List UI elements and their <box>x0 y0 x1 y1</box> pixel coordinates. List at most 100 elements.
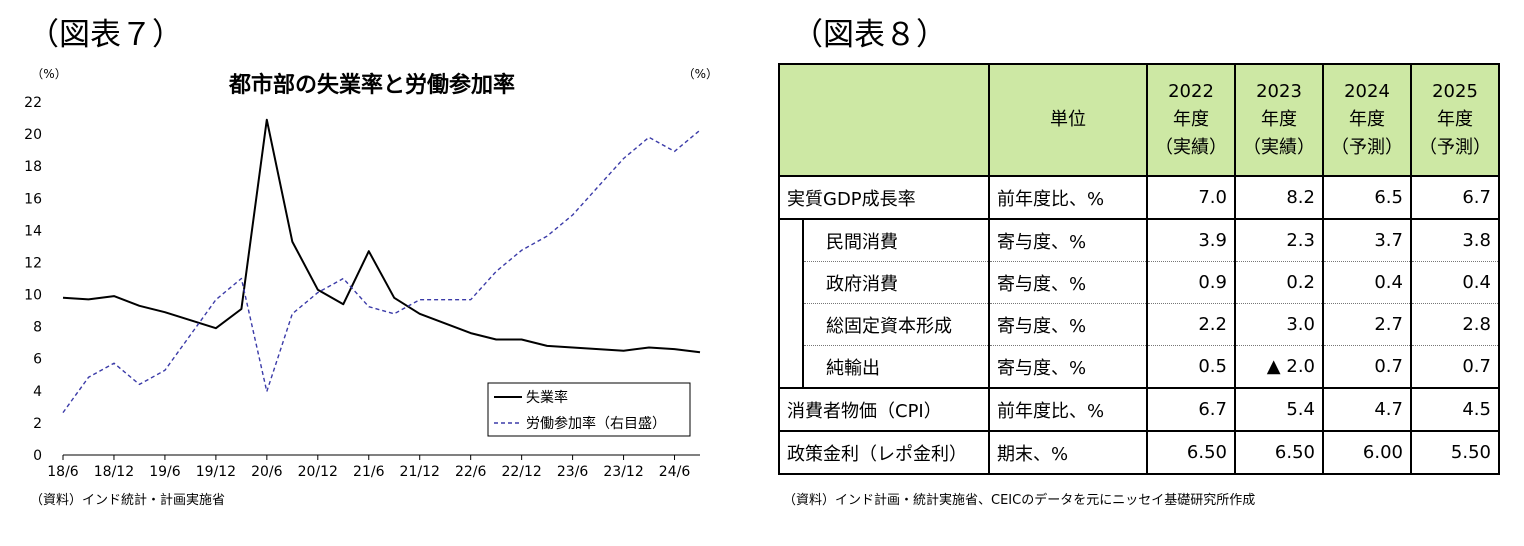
row-item: 実質GDP成長率 <box>778 175 990 220</box>
left-axis-unit: （%） <box>31 67 66 81</box>
row-value: 2.7 <box>1322 303 1412 346</box>
x-axis-tick-label: 21/12 <box>400 464 440 480</box>
row-value: 2.2 <box>1146 303 1236 346</box>
right-axis-unit: （%） <box>683 67 718 81</box>
row-value: 2.8 <box>1410 303 1500 346</box>
chart-title: 都市部の失業率と労働参加率 <box>228 72 515 98</box>
row-value: 2.3 <box>1234 218 1324 262</box>
unemployment-participation-chart: 都市部の失業率と労働参加率 （%） （%） 0 2 4 6 8 10 12 14 16 18 20 2… <box>24 67 718 480</box>
x-axis-tick-label: 18/12 <box>94 464 134 480</box>
legend-box <box>487 382 691 437</box>
legend-label-unemployment: 失業率 <box>526 389 568 406</box>
row-value: 3.8 <box>1410 218 1500 262</box>
row-item: 政策金利（レポ金利） <box>778 430 990 475</box>
figure8-label: （図表８） <box>792 17 947 53</box>
row-item: 民間消費 <box>803 218 990 262</box>
left-axis-tick-label: 4 <box>33 384 42 400</box>
header-year-note: （予測） <box>1419 136 1491 158</box>
header-year-suffix: 年度 <box>1349 109 1385 131</box>
header-year-note: （実績） <box>1243 136 1315 158</box>
left-axis-tick-label: 10 <box>24 288 42 304</box>
table-row: 実質GDP成長率 前年度比、% 7.0 8.2 6.5 6.7 <box>778 175 1500 220</box>
header-year-2023: 2023 年度 （実績） <box>1234 63 1324 177</box>
header-year: 2024 <box>1344 81 1390 103</box>
x-axis-tick-label: 20/12 <box>298 464 338 480</box>
row-value: 5.4 <box>1234 387 1324 432</box>
row-value: 8.2 <box>1234 175 1324 220</box>
row-value: 3.7 <box>1322 218 1412 262</box>
row-value: 6.7 <box>1146 387 1236 432</box>
row-value: 6.5 <box>1322 175 1412 220</box>
table-row: 政府消費 寄与度、% 0.9 0.2 0.4 0.4 <box>778 261 1500 304</box>
table-row: 総固定資本形成 寄与度、% 2.2 3.0 2.7 2.8 <box>778 303 1500 346</box>
row-unit: 前年度比、% <box>988 387 1148 432</box>
legend: 失業率 労働参加率（右目盛） <box>487 382 691 437</box>
table-row: 民間消費 寄与度、% 3.9 2.3 3.7 3.8 <box>778 218 1500 262</box>
table-row: 消費者物価（CPI） 前年度比、% 6.7 5.4 4.7 4.5 <box>778 387 1500 432</box>
header-year: 2023 <box>1256 81 1302 103</box>
x-axis-tick-label: 21/6 <box>353 464 385 480</box>
row-value: 6.50 <box>1234 430 1324 475</box>
x-axis-tick-label: 22/6 <box>455 464 487 480</box>
x-axis-tick-label: 20/6 <box>251 464 283 480</box>
unemployment-rate-line <box>62 118 701 354</box>
row-unit: 寄与度、% <box>988 261 1148 304</box>
x-axis-tick-label: 19/6 <box>149 464 181 480</box>
row-value: 6.50 <box>1146 430 1236 475</box>
row-value: 0.7 <box>1322 345 1412 389</box>
figure7-label: （図表７） <box>28 17 183 53</box>
left-axis-tick-label: 18 <box>24 159 42 175</box>
header-year-2024: 2024 年度 （予測） <box>1322 63 1412 177</box>
row-value: 6.00 <box>1322 430 1412 475</box>
x-axis-tick-label: 23/6 <box>557 464 589 480</box>
header-year-suffix: 年度 <box>1261 109 1297 131</box>
row-value: 0.2 <box>1234 261 1324 304</box>
header-item-blank <box>778 63 990 177</box>
left-axis-ticks: 0 2 4 6 8 10 12 14 16 18 20 22 <box>24 95 42 464</box>
x-axis-tick-label: 18/6 <box>47 464 79 480</box>
header-year: 2022 <box>1168 81 1214 103</box>
row-indent-gutter <box>778 261 804 304</box>
row-value: 7.0 <box>1146 175 1236 220</box>
row-indent-gutter <box>778 303 804 346</box>
row-value: 0.4 <box>1322 261 1412 304</box>
figure8-source: （資料）インド計画・統計実施省、CEICのデータを元にニッセイ基礎研究所作成 <box>783 493 1256 508</box>
header-year-note: （予測） <box>1331 136 1403 158</box>
left-axis-tick-label: 6 <box>33 352 42 368</box>
row-item: 政府消費 <box>803 261 990 304</box>
table-row: 政策金利（レポ金利） 期末、% 6.50 6.50 6.00 5.50 <box>778 430 1500 475</box>
header-year-suffix: 年度 <box>1173 109 1209 131</box>
row-value: 5.50 <box>1410 430 1500 475</box>
figure7-source: （資料）インド統計・計画実施省 <box>30 493 226 508</box>
header-year-note: （実績） <box>1155 136 1227 158</box>
table-header-row: 単位 2022 年度 （実績） 2023 年度 （実績） 2024 年度 （予測… <box>778 63 1500 177</box>
participation-rate-line <box>62 129 701 414</box>
row-value: 0.9 <box>1146 261 1236 304</box>
left-axis-tick-label: 22 <box>24 95 42 111</box>
header-year-2022: 2022 年度 （実績） <box>1146 63 1236 177</box>
row-unit: 寄与度、% <box>988 303 1148 346</box>
table-row: 純輸出 寄与度、% 0.5 ▲ 2.0 0.7 0.7 <box>778 345 1500 389</box>
x-axis-tick-label: 19/12 <box>196 464 236 480</box>
header-year: 2025 <box>1432 81 1478 103</box>
row-unit: 前年度比、% <box>988 175 1148 220</box>
row-value: 0.4 <box>1410 261 1500 304</box>
row-value: 4.5 <box>1410 387 1500 432</box>
header-year-suffix: 年度 <box>1437 109 1473 131</box>
row-value: 0.5 <box>1146 345 1236 389</box>
left-axis-tick-label: 16 <box>24 191 42 207</box>
row-value: 0.7 <box>1410 345 1500 389</box>
x-axis-ticks: 18/6 18/12 19/6 19/12 20/6 20/12 21/6 21/12 22/6… <box>47 455 690 480</box>
row-value: 3.9 <box>1146 218 1236 262</box>
left-axis-tick-label: 12 <box>24 255 42 271</box>
left-axis-tick-label: 8 <box>33 320 42 336</box>
legend-label-participation: 労働参加率（右目盛） <box>526 415 666 432</box>
x-axis-tick-label: 22/12 <box>501 464 541 480</box>
left-axis-tick-label: 0 <box>33 448 42 464</box>
row-item: 消費者物価（CPI） <box>778 387 990 432</box>
row-indent-gutter <box>778 219 804 262</box>
left-axis-tick-label: 20 <box>24 127 42 143</box>
row-unit: 寄与度、% <box>988 218 1148 262</box>
header-unit: 単位 <box>988 63 1148 177</box>
row-indent-gutter <box>778 345 804 388</box>
